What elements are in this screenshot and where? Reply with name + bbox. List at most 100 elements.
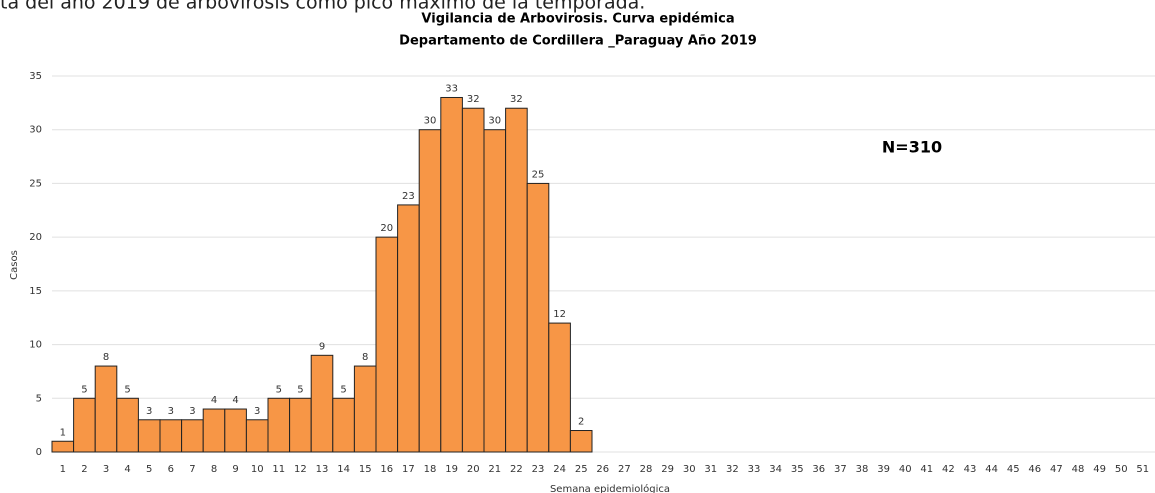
x-tick-label: 48 xyxy=(1072,464,1085,475)
x-tick-label: 6 xyxy=(168,464,174,475)
data-label: 5 xyxy=(124,384,130,395)
x-tick-label: 50 xyxy=(1115,464,1128,475)
y-tick-label: 30 xyxy=(29,125,42,136)
bar xyxy=(353,365,377,453)
data-label: 5 xyxy=(297,384,303,395)
y-tick-label: 10 xyxy=(29,340,42,351)
x-tick-label: 43 xyxy=(964,464,977,475)
data-label: 32 xyxy=(467,94,480,105)
bar xyxy=(461,107,485,453)
x-tick-label: 24 xyxy=(553,464,566,475)
bar xyxy=(159,419,183,453)
x-tick-label: 19 xyxy=(445,464,458,475)
x-tick-label: 40 xyxy=(899,464,912,475)
x-tick-label: 23 xyxy=(532,464,545,475)
data-label: 32 xyxy=(510,94,523,105)
x-axis-label: Semana epidemiológica xyxy=(550,483,670,493)
x-tick-label: 1 xyxy=(60,464,66,475)
y-axis-label: Casos xyxy=(9,250,20,280)
bar xyxy=(526,182,550,453)
chart-title: Vigilancia de Arbovirosis. Curva epidémi… xyxy=(421,12,734,27)
x-tick-label: 9 xyxy=(232,464,238,475)
data-label: 3 xyxy=(168,406,174,417)
bar xyxy=(94,365,118,453)
bar xyxy=(483,129,507,453)
x-tick-label: 8 xyxy=(211,464,217,475)
x-tick-label: 42 xyxy=(942,464,955,475)
x-tick-label: 12 xyxy=(294,464,307,475)
bar xyxy=(137,419,161,453)
x-tick-label: 41 xyxy=(920,464,933,475)
data-label: 25 xyxy=(532,169,545,180)
x-tick-label: 18 xyxy=(424,464,437,475)
x-tick-label: 39 xyxy=(877,464,890,475)
x-tick-label: 31 xyxy=(704,464,717,475)
x-tick-label: 44 xyxy=(985,464,998,475)
data-label: 8 xyxy=(362,352,368,363)
data-label: 20 xyxy=(380,223,393,234)
x-tick-label: 25 xyxy=(575,464,588,475)
data-label: 5 xyxy=(81,384,87,395)
data-label: 4 xyxy=(211,395,217,406)
data-label: 1 xyxy=(60,427,66,438)
data-label: 9 xyxy=(319,341,325,352)
x-tick-label: 15 xyxy=(359,464,372,475)
bar xyxy=(310,354,334,453)
x-tick-label: 34 xyxy=(769,464,782,475)
data-label: 33 xyxy=(445,83,458,94)
y-tick-label: 25 xyxy=(29,178,42,189)
data-label: 3 xyxy=(254,406,260,417)
x-tick-label: 47 xyxy=(1050,464,1063,475)
x-tick-label: 51 xyxy=(1136,464,1149,475)
bar xyxy=(440,96,463,453)
x-tick-label: 29 xyxy=(661,464,674,475)
x-tick-label: 21 xyxy=(488,464,501,475)
data-label: 8 xyxy=(103,352,109,363)
x-tick-label: 3 xyxy=(103,464,109,475)
bar xyxy=(548,322,571,453)
bar xyxy=(569,430,593,453)
bar xyxy=(73,397,96,453)
x-tick-label: 38 xyxy=(856,464,869,475)
y-tick-label: 20 xyxy=(29,232,42,243)
x-tick-label: 11 xyxy=(272,464,285,475)
data-label: 30 xyxy=(424,116,437,127)
x-tick-label: 22 xyxy=(510,464,523,475)
bar xyxy=(418,129,442,453)
y-tick-label: 15 xyxy=(29,286,42,297)
x-tick-label: 30 xyxy=(683,464,696,475)
x-tick-label: 33 xyxy=(748,464,761,475)
x-tick-label: 35 xyxy=(791,464,804,475)
data-label: 5 xyxy=(276,384,282,395)
bar xyxy=(116,397,139,453)
data-label: 2 xyxy=(578,417,584,428)
bar xyxy=(51,440,75,453)
bar xyxy=(224,408,247,453)
x-tick-label: 32 xyxy=(726,464,739,475)
x-tick-label: 49 xyxy=(1093,464,1106,475)
x-tick-label: 7 xyxy=(189,464,195,475)
bar xyxy=(245,419,269,453)
data-label: 12 xyxy=(553,309,566,320)
x-tick-label: 10 xyxy=(251,464,264,475)
data-label: 30 xyxy=(488,116,501,127)
y-tick-label: 35 xyxy=(29,71,42,82)
x-tick-label: 36 xyxy=(812,464,825,475)
x-tick-label: 28 xyxy=(640,464,653,475)
chart-subtitle: Departamento de Cordillera _Paraguay Año… xyxy=(399,34,757,49)
bar xyxy=(289,397,312,453)
x-tick-label: 17 xyxy=(402,464,415,475)
x-tick-label: 13 xyxy=(316,464,329,475)
x-tick-label: 45 xyxy=(1007,464,1020,475)
x-tick-label: 2 xyxy=(81,464,87,475)
data-label: 4 xyxy=(232,395,238,406)
x-tick-label: 14 xyxy=(337,464,350,475)
x-tick-label: 20 xyxy=(467,464,480,475)
data-label: 3 xyxy=(146,406,152,417)
x-tick-label: 46 xyxy=(1028,464,1041,475)
x-tick-label: 5 xyxy=(146,464,152,475)
data-label: 23 xyxy=(402,191,415,202)
x-tick-label: 27 xyxy=(618,464,631,475)
page-heading: ta del año 2019 de arbovirosis como pico… xyxy=(0,0,645,14)
